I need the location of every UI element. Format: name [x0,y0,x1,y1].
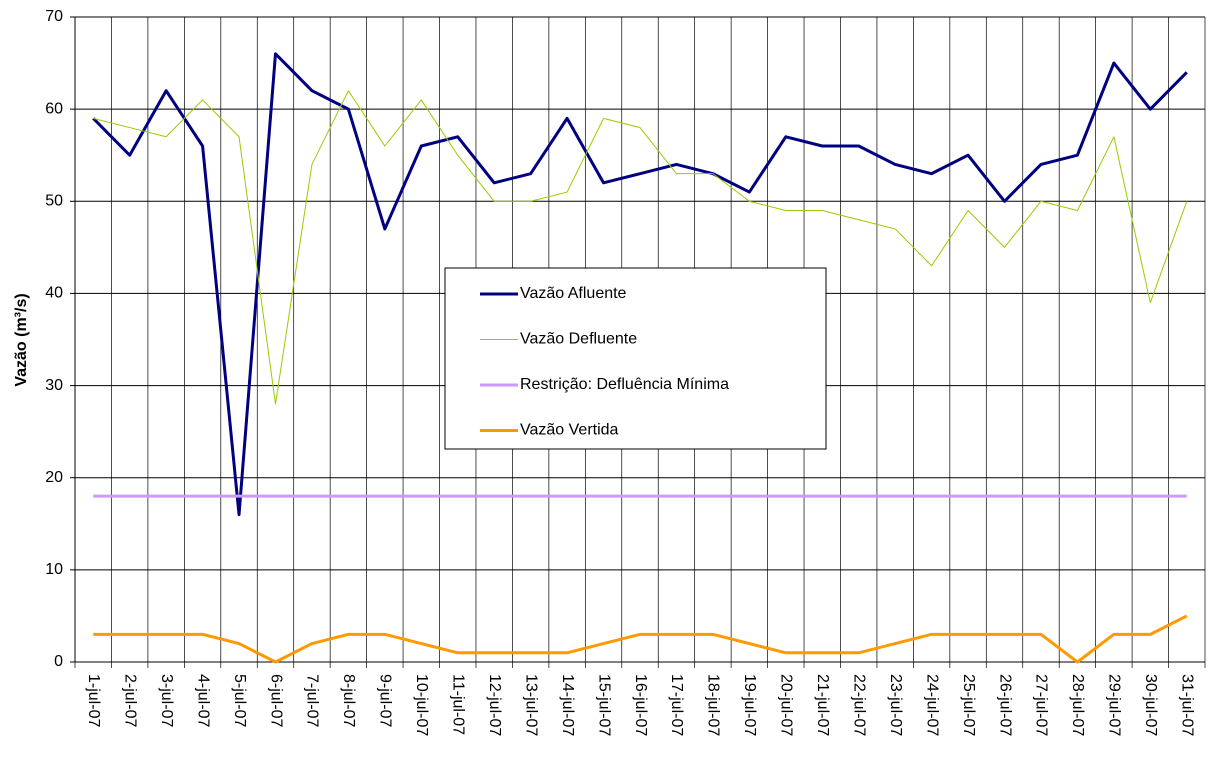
x-tick-label: 29-jul-07 [1106,674,1123,736]
legend-label: Restrição: Defluência Mínima [520,376,729,393]
series-line [93,614,1188,664]
y-tick-label: 0 [54,653,63,670]
y-tick-label: 30 [45,377,63,394]
x-tick-label: 25-jul-07 [960,674,977,736]
series-line [92,52,1188,517]
x-tick-label: 13-jul-07 [522,674,539,736]
x-tick-label: 7-jul-07 [304,674,321,727]
x-tick-label: 10-jul-07 [413,674,430,736]
x-tick-label: 16-jul-07 [632,674,649,736]
legend-box [444,267,827,450]
x-tick-label: 23-jul-07 [887,674,904,736]
x-tick-label: 26-jul-07 [996,674,1013,736]
x-tick-label: 2-jul-07 [121,674,138,727]
x-tick-label: 30-jul-07 [1142,674,1159,736]
x-tick-label: 11-jul-07 [450,674,467,735]
x-tick-label: 22-jul-07 [850,674,867,736]
x-tick-label: 18-jul-07 [705,674,722,736]
legend-label: Vazão Vertida [520,422,619,439]
x-tick-label: 8-jul-07 [340,674,357,727]
x-tick-label: 14-jul-07 [559,674,576,736]
x-tick-label: 15-jul-07 [595,674,612,736]
x-tick-label: 9-jul-07 [377,674,394,727]
legend-label: Vazão Afluente [520,285,627,302]
x-tick-label: 6-jul-07 [267,674,284,727]
x-tick-label: 21-jul-07 [814,674,831,736]
x-tick-label: 20-jul-07 [778,674,795,736]
x-tick-label: 5-jul-07 [231,674,248,727]
x-tick-label: 4-jul-07 [194,674,211,727]
y-tick-label: 10 [45,561,63,578]
y-tick-label: 20 [45,469,63,486]
x-tick-label: 28-jul-07 [1069,674,1086,736]
x-tick-label: 19-jul-07 [741,674,758,736]
y-tick-label: 70 [45,8,63,25]
legend-label: Vazão Defluente [520,331,637,348]
x-tick-label: 24-jul-07 [923,674,940,736]
x-tick-label: 1-jul-07 [85,674,102,727]
y-tick-label: 50 [45,193,63,210]
y-axis-label: Vazão (m³/s) [13,293,30,386]
x-tick-label: 27-jul-07 [1033,674,1050,736]
series-line [93,90,1188,405]
x-tick-label: 17-jul-07 [668,674,685,736]
y-tick-label: 60 [45,100,63,117]
x-tick-label: 31-jul-07 [1179,674,1196,736]
x-tick-label: 3-jul-07 [158,674,175,727]
y-tick-label: 40 [45,285,63,302]
x-tick-label: 12-jul-07 [486,674,503,736]
